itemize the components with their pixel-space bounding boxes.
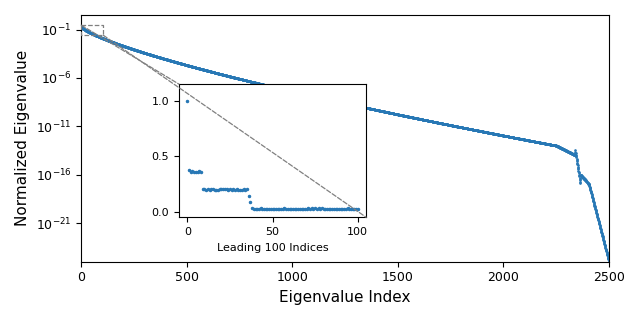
Y-axis label: Normalized Eigenvalue: Normalized Eigenvalue <box>15 50 30 227</box>
X-axis label: Eigenvalue Index: Eigenvalue Index <box>280 290 411 305</box>
